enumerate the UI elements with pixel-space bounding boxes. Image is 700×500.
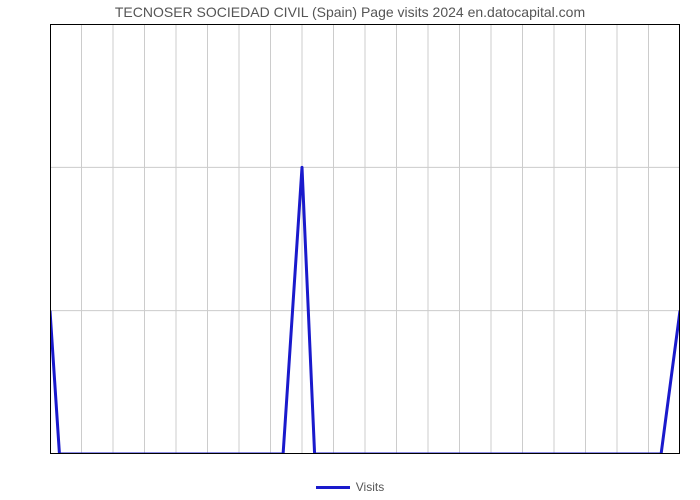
- plot-svg: 0123 2019202020212022202 2112: [50, 24, 680, 454]
- legend: Visits: [0, 479, 700, 494]
- chart-title: TECNOSER SOCIEDAD CIVIL (Spain) Page vis…: [0, 4, 700, 20]
- legend-label: Visits: [356, 480, 384, 494]
- chart-root: TECNOSER SOCIEDAD CIVIL (Spain) Page vis…: [0, 0, 700, 500]
- plot-area: 0123 2019202020212022202 2112: [50, 24, 680, 454]
- legend-swatch: [316, 486, 350, 489]
- grid: [50, 24, 680, 454]
